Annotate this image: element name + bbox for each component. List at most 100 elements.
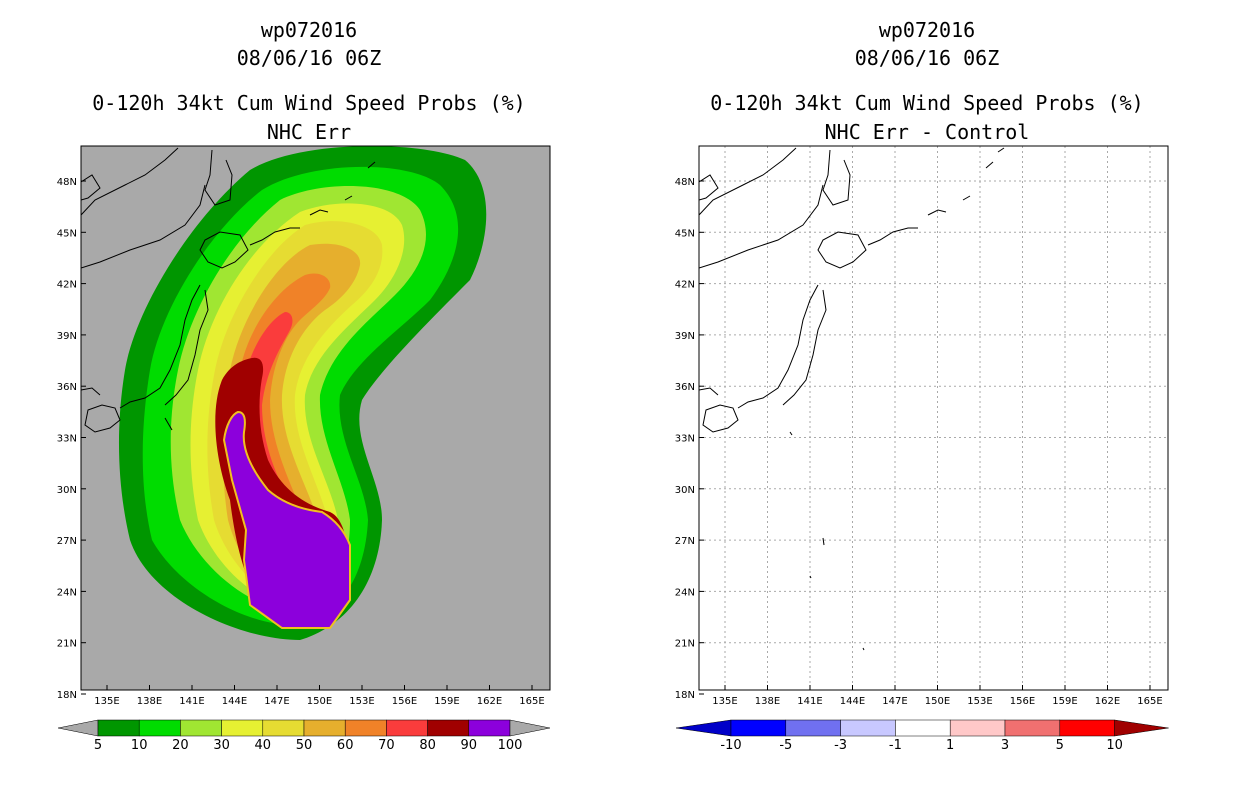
lat-label: 45N: [675, 228, 695, 239]
lon-label: 135E: [94, 696, 119, 707]
left-storm-id: wp072016: [260, 18, 358, 42]
right-subtitle: NHC Err - Control: [824, 120, 1030, 144]
colorbar-swatch: [221, 719, 264, 737]
lon-label: 153E: [349, 696, 374, 707]
lat-label: 27N: [57, 536, 77, 547]
contour-90: [222, 410, 351, 629]
colorbar-swatch: [840, 719, 896, 737]
colorbar-label: 30: [213, 738, 230, 753]
lat-label: 36N: [57, 382, 77, 393]
colorbar-label: -1: [889, 738, 902, 753]
colorbar-swatch: [344, 719, 387, 737]
colorbar-label: 100: [498, 738, 523, 753]
lon-label: 162E: [1095, 696, 1120, 707]
lat-label: 18N: [57, 690, 77, 701]
map-frame: [698, 145, 1169, 691]
left-product-title: 0-120h 34kt Cum Wind Speed Probs (%): [92, 91, 526, 115]
colorbar-high-arrow: [509, 719, 551, 737]
lon-label: 147E: [882, 696, 907, 707]
lon-label: 165E: [519, 696, 544, 707]
colorbar-label: 20: [172, 738, 189, 753]
lat-label: 33N: [57, 434, 77, 445]
colorbar-swatch: [785, 719, 841, 737]
colorbar-swatch: [180, 719, 222, 737]
colorbar-swatch: [1004, 719, 1061, 737]
colorbar-label: 90: [461, 738, 478, 753]
lon-label: 150E: [925, 696, 950, 707]
colorbar-high-arrow: [1114, 719, 1169, 737]
left-datetime: 08/06/16 06Z: [236, 46, 382, 70]
left-probability-map: 135E 138E 141E 144E 147E 150E 153E 156E 159E 162E…: [57, 145, 551, 753]
lat-label: 42N: [675, 280, 695, 291]
colorbar-label: 5: [94, 738, 102, 753]
lat-label: 45N: [57, 228, 77, 239]
colorbar-low-arrow: [675, 719, 732, 737]
lon-label: 144E: [840, 696, 865, 707]
colorbar-label: 3: [1001, 738, 1009, 753]
lon-label: 141E: [179, 696, 204, 707]
colorbar-label: 5: [1056, 738, 1064, 753]
colorbar-label: 70: [378, 738, 395, 753]
lon-label: 144E: [222, 696, 247, 707]
lat-label: 48N: [57, 177, 77, 188]
lon-label: 138E: [137, 696, 162, 707]
left-axes: 135E 138E 141E 144E 147E 150E 153E 156E 159E 162E…: [57, 177, 545, 707]
lat-label: 21N: [675, 639, 695, 650]
lat-label: 18N: [675, 690, 695, 701]
lon-label: 135E: [712, 696, 737, 707]
colorbar-label: -3: [834, 738, 847, 753]
right-product-title: 0-120h 34kt Cum Wind Speed Probs (%): [710, 91, 1144, 115]
lat-label: 30N: [675, 485, 695, 496]
colorbar-swatch: [468, 719, 511, 737]
lat-label: 24N: [675, 587, 695, 598]
lon-label: 162E: [477, 696, 502, 707]
left-colorbar: 5 10 20 30 40 50 60 70 80 90 100: [57, 719, 551, 753]
probability-contours: [118, 146, 487, 641]
right-colorbar: -10 -5 -3 -1 1 3 5 10: [675, 719, 1169, 753]
coastlines: [81, 147, 376, 433]
lon-label: 159E: [1052, 696, 1077, 707]
lon-label: 159E: [434, 696, 459, 707]
colorbar-low-arrow: [57, 719, 99, 737]
colorbar-label: 80: [419, 738, 436, 753]
map-background: [699, 146, 1168, 690]
colorbar-swatch: [262, 719, 305, 737]
lat-label: 30N: [57, 485, 77, 496]
lon-label: 153E: [967, 696, 992, 707]
lat-label: 48N: [675, 177, 695, 188]
map-frame: [80, 145, 551, 691]
colorbar-swatch: [895, 719, 951, 737]
colorbar-label: 10: [1106, 738, 1123, 753]
left-subtitle: NHC Err: [266, 120, 352, 144]
lon-label: 150E: [307, 696, 332, 707]
lat-label: 36N: [675, 382, 695, 393]
colorbar-swatch: [949, 719, 1006, 737]
colorbar-label: 60: [337, 738, 354, 753]
right-storm-id: wp072016: [878, 18, 976, 42]
colorbar-label: 50: [296, 738, 313, 753]
colorbar-label: 10: [131, 738, 148, 753]
colorbar-swatch: [1059, 719, 1115, 737]
lat-label: 24N: [57, 587, 77, 598]
colorbar-swatch: [303, 719, 346, 737]
colorbar-label: -10: [720, 738, 741, 753]
colorbar-label: 40: [255, 738, 272, 753]
colorbar-swatch: [427, 719, 470, 737]
lat-label: 33N: [675, 434, 695, 445]
lon-label: 156E: [392, 696, 417, 707]
lat-label: 27N: [675, 536, 695, 547]
lat-label: 39N: [57, 331, 77, 342]
colorbar-swatch: [138, 719, 181, 737]
right-datetime: 08/06/16 06Z: [854, 46, 1000, 70]
lon-label: 138E: [755, 696, 780, 707]
lat-label: 39N: [675, 331, 695, 342]
colorbar-swatch: [386, 719, 428, 737]
lon-label: 165E: [1137, 696, 1162, 707]
coastlines: [699, 147, 1005, 651]
colorbar-label: -5: [779, 738, 792, 753]
gridlines: [699, 146, 1168, 690]
lon-label: 147E: [264, 696, 289, 707]
lon-label: 141E: [797, 696, 822, 707]
right-axes: 135E 138E 141E 144E 147E 150E 153E 156E 159E 162E…: [675, 177, 1163, 707]
colorbar-swatch: [730, 719, 787, 737]
